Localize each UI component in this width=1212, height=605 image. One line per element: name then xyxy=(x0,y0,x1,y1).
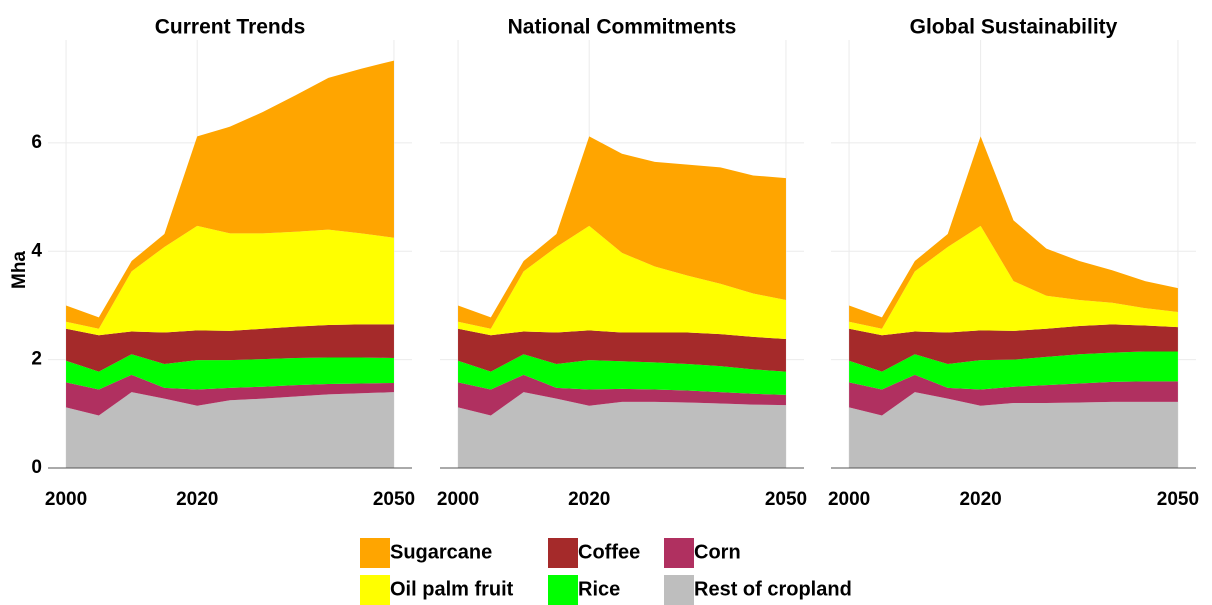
y-tick-label: 2 xyxy=(31,349,42,370)
x-tick-label: 2000 xyxy=(45,489,87,510)
x-tick-label: 2050 xyxy=(1157,489,1199,510)
legend-swatch xyxy=(548,538,578,568)
area xyxy=(66,392,394,468)
area xyxy=(849,324,1178,372)
area xyxy=(849,351,1178,390)
y-axis-label: Mha xyxy=(9,251,30,289)
x-tick-label: 2020 xyxy=(176,489,218,510)
area xyxy=(849,136,1178,329)
legend-swatch xyxy=(548,575,578,605)
legend-label: Sugarcane xyxy=(390,541,492,563)
area xyxy=(458,136,786,329)
x-tick-label: 2020 xyxy=(568,489,610,510)
area xyxy=(458,392,786,468)
x-tick-label: 2050 xyxy=(765,489,807,510)
legend-label: Oil palm fruit xyxy=(390,578,514,600)
x-tick-label: 2020 xyxy=(959,489,1001,510)
y-tick-label: 4 xyxy=(31,240,42,261)
area xyxy=(66,324,394,372)
area xyxy=(458,328,786,372)
area xyxy=(66,60,394,329)
area xyxy=(849,225,1178,336)
area xyxy=(66,354,394,390)
area xyxy=(458,225,786,340)
legend-swatch xyxy=(360,538,390,568)
legend-swatch xyxy=(664,538,694,568)
panel-title: Global Sustainability xyxy=(910,16,1118,39)
x-tick-label: 2000 xyxy=(437,489,479,510)
area xyxy=(66,225,394,336)
legend-label: Coffee xyxy=(578,541,640,563)
legend-swatch xyxy=(360,575,390,605)
x-tick-label: 2050 xyxy=(373,489,415,510)
legend-swatch xyxy=(664,575,694,605)
area xyxy=(458,354,786,395)
legend-label: Rest of cropland xyxy=(694,578,852,600)
panel-title: National Commitments xyxy=(508,16,737,39)
legend-label: Corn xyxy=(694,541,741,563)
area xyxy=(66,374,394,416)
panel-title: Current Trends xyxy=(155,16,306,39)
y-tick-label: 0 xyxy=(31,457,42,478)
area xyxy=(849,374,1178,416)
area xyxy=(849,392,1178,468)
area xyxy=(458,374,786,416)
y-tick-label: 6 xyxy=(31,132,42,153)
x-tick-label: 2000 xyxy=(828,489,870,510)
legend-label: Rice xyxy=(578,578,620,600)
